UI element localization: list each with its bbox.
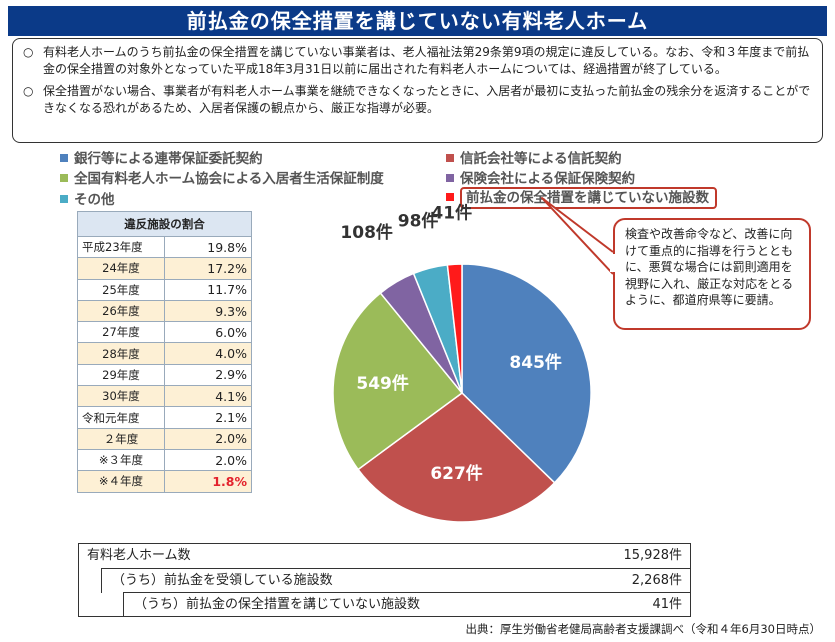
callout-box: 検査や改善命令など、改善に向けて重点的に指導を行うとともに、悪質な場合には罰則適… — [613, 218, 811, 330]
table-row: 26年度 9.3% — [77, 299, 252, 323]
legend-label: 前払金の保全措置を講じていない施設数 — [460, 187, 717, 209]
summary-row: （うち）前払金の保全措置を講じていない施設数 41件 — [123, 592, 690, 617]
year-cell: 29年度 — [77, 363, 165, 387]
slice-association — [332, 291, 464, 471]
year-cell: ２年度 — [77, 427, 165, 450]
table-row: 25年度 11.7% — [77, 278, 252, 301]
summary-value: 15,928件 — [623, 548, 683, 563]
slice-value-label: 98件 — [398, 210, 439, 231]
source-note: 出典：厚生労働省老健局高齢者支援課調べ（令和４年6月30日時点） — [465, 622, 821, 636]
table-row: 28年度 4.0% — [77, 342, 252, 365]
table-row: 27年度 6.0% — [77, 321, 252, 344]
table-row: ※３年度 2.0% — [77, 448, 252, 472]
legend-item-other: その他 — [60, 188, 115, 208]
notice-item: ○ 保全措置がない場合、事業者が有料老人ホーム事業を継続できなくなったときに、入… — [23, 83, 812, 117]
ratio-cell: 6.0% — [164, 321, 252, 344]
bullet-circle-icon: ○ — [23, 45, 34, 59]
table-row: 29年度 2.9% — [77, 363, 252, 387]
legend-swatch — [60, 154, 68, 162]
year-cell: ※３年度 — [77, 448, 165, 472]
legend-swatch — [446, 174, 454, 182]
year-cell: ※４年度 — [77, 470, 165, 493]
violation-ratio-table: 違反施設の割合 平成23年度 19.8% 24年度 17.2% 25年度 11.7% … — [77, 211, 252, 493]
slice-value-label: 627件 — [430, 463, 483, 484]
year-cell: 27年度 — [77, 321, 165, 344]
table-row: 24年度 17.2% — [77, 257, 252, 280]
ratio-cell: 4.1% — [164, 385, 252, 408]
year-cell: 28年度 — [77, 342, 165, 365]
bullet-circle-icon: ○ — [23, 84, 34, 98]
ratio-cell: 1.8% — [164, 470, 252, 493]
ratio-cell: 9.3% — [164, 299, 252, 323]
page-title: 前払金の保全措置を講じていない有料老人ホーム — [8, 6, 827, 36]
legend-swatch — [446, 193, 454, 201]
summary-row: 有料老人ホーム数 15,928件 — [79, 544, 690, 568]
legend-label: 信託会社等による信託契約 — [460, 151, 622, 167]
summary-box: 有料老人ホーム数 15,928件 （うち）前払金を受領している施設数 2,268… — [78, 543, 691, 617]
table-row: 30年度 4.1% — [77, 385, 252, 408]
ratio-cell: 17.2% — [164, 257, 252, 280]
year-cell: 令和元年度 — [77, 406, 165, 429]
notice-box: ○ 有料老人ホームのうち前払金の保全措置を講じていない事業者は、老人福祉法第29… — [12, 38, 823, 143]
summary-value: 41件 — [652, 597, 682, 612]
year-cell: 26年度 — [77, 299, 165, 323]
slice-bank — [461, 263, 592, 484]
summary-label: （うち）前払金の保全措置を講じていない施設数 — [134, 597, 421, 612]
legend-item-association: 全国有料老人ホーム協会による入居者生活保証制度 — [60, 167, 384, 187]
year-cell: 24年度 — [77, 257, 165, 280]
legend-label: 保険会社による保証保険契約 — [460, 171, 636, 187]
callout-pointer — [541, 197, 614, 275]
summary-row: （うち）前払金を受領している施設数 2,268件 — [101, 568, 690, 593]
slice-value-label: 108件 — [340, 222, 393, 243]
legend-label: 銀行等による連帯保証委託契約 — [74, 151, 263, 167]
legend-swatch — [60, 174, 68, 182]
legend-item-unprotected: 前払金の保全措置を講じていない施設数 — [446, 186, 717, 209]
notice-text: 有料老人ホームのうち前払金の保全措置を講じていない事業者は、老人福祉法第29条第… — [43, 45, 810, 76]
legend-swatch — [446, 154, 454, 162]
table-row: ※４年度 1.8% — [77, 470, 252, 493]
legend-item-bank: 銀行等による連帯保証委託契約 — [60, 147, 263, 167]
legend-label: その他 — [74, 192, 115, 208]
legend-label: 全国有料老人ホーム協会による入居者生活保証制度 — [74, 171, 384, 187]
table-row: 平成23年度 19.8% — [77, 235, 252, 259]
notice-text: 保全措置がない場合、事業者が有料老人ホーム事業を継続できなくなったときに、入居者… — [43, 84, 811, 115]
summary-label: 有料老人ホーム数 — [87, 548, 191, 563]
slice-trust — [357, 392, 556, 523]
slice-unprotected — [446, 263, 463, 394]
summary-label: （うち）前払金を受領している施設数 — [112, 573, 333, 588]
slice-value-label: 845件 — [509, 352, 562, 373]
legend-item-insurance: 保険会社による保証保険契約 — [446, 167, 635, 187]
summary-value: 2,268件 — [631, 573, 682, 588]
legend-item-trust: 信託会社等による信託契約 — [446, 147, 622, 167]
notice-item: ○ 有料老人ホームのうち前払金の保全措置を講じていない事業者は、老人福祉法第29… — [23, 44, 812, 78]
slice-value-label: 41件 — [431, 203, 472, 224]
legend-swatch — [60, 195, 68, 203]
table-row: ２年度 2.0% — [77, 427, 252, 450]
ratio-cell: 2.0% — [164, 448, 252, 472]
slice-value-label: 549件 — [356, 373, 409, 394]
